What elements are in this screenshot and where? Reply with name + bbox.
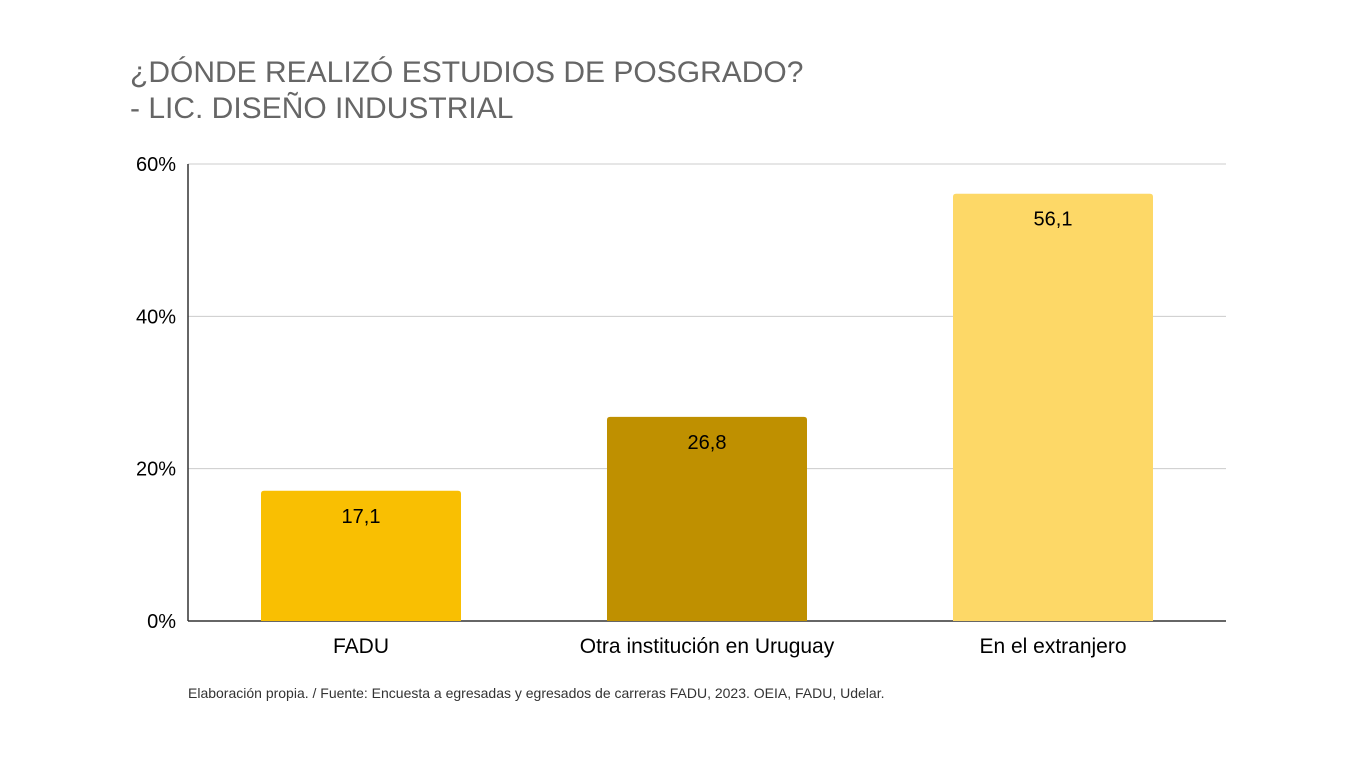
y-tick-label: 40% [136, 306, 176, 328]
y-tick-label: 60% [136, 154, 176, 176]
bar [607, 416, 807, 621]
x-tick-label: FADU [333, 635, 389, 658]
x-tick-label: Otra institución en Uruguay [580, 635, 835, 658]
data-label: 56,1 [1034, 209, 1073, 231]
chart-title-line-2: - LIC. DISEÑO INDUSTRIAL [130, 92, 514, 125]
y-tick-label: 0% [147, 611, 176, 633]
y-tick-label: 20% [136, 459, 176, 481]
data-label: 17,1 [342, 506, 381, 528]
chart-title: ¿DÓNDE REALIZÓ ESTUDIOS DE POSGRADO? - L… [130, 55, 803, 127]
x-tick-label: En el extranjero [979, 635, 1126, 658]
source-note: Elaboración propia. / Fuente: Encuesta a… [188, 685, 885, 701]
data-label: 26,8 [688, 432, 727, 454]
bar [261, 490, 461, 621]
chart-title-line-1: ¿DÓNDE REALIZÓ ESTUDIOS DE POSGRADO? [130, 56, 804, 89]
bar [953, 193, 1153, 621]
